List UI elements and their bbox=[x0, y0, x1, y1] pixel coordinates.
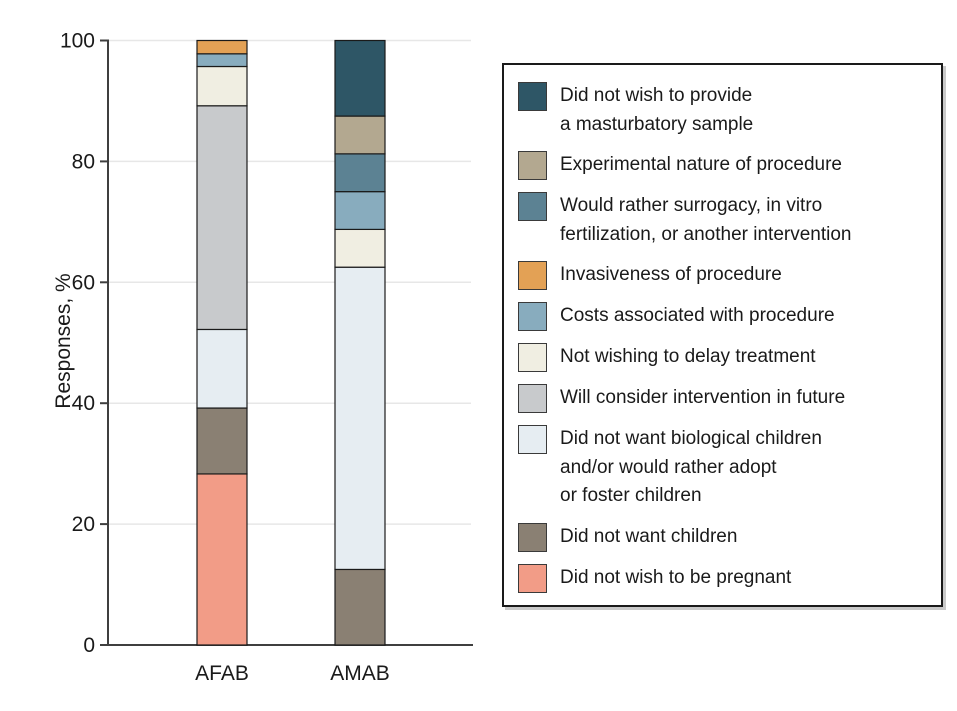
legend-label: Experimental nature of procedure bbox=[560, 154, 842, 175]
y-tick-label: 60 bbox=[72, 271, 95, 294]
legend-item: Would rather surrogacy, in vitro fertili… bbox=[518, 192, 929, 249]
legend-swatch bbox=[518, 384, 547, 413]
y-tick-label: 20 bbox=[72, 513, 95, 536]
bar-segment bbox=[196, 473, 248, 646]
y-tick-label: 80 bbox=[72, 150, 95, 173]
legend-swatch bbox=[518, 343, 547, 372]
legend-swatch bbox=[518, 522, 547, 552]
y-tick-label: 0 bbox=[83, 634, 95, 657]
bar-segment bbox=[334, 39, 386, 117]
legend-swatch bbox=[518, 82, 547, 111]
x-category-label: AMAB bbox=[330, 662, 390, 685]
legend-label: Will consider intervention in future bbox=[560, 387, 846, 408]
legend-label: Invasiveness of procedure bbox=[560, 264, 782, 285]
x-category-label: AFAB bbox=[195, 662, 249, 685]
legend-label: Did not want biological children and/or … bbox=[560, 428, 822, 506]
y-tick-label: 40 bbox=[72, 392, 95, 415]
bar-segment bbox=[334, 115, 386, 155]
legend-swatch bbox=[518, 151, 547, 180]
legend-item: Experimental nature of procedure bbox=[518, 151, 929, 180]
bar-segment bbox=[196, 105, 248, 331]
legend-swatch bbox=[518, 563, 547, 593]
bar-segment bbox=[334, 266, 386, 571]
bar-segment bbox=[196, 407, 248, 475]
legend-swatch bbox=[518, 425, 547, 454]
legend-item: Not wishing to delay treatment bbox=[518, 343, 929, 372]
legend-item: Did not wish to provide a masturbatory s… bbox=[518, 82, 929, 139]
legend-label: Not wishing to delay treatment bbox=[560, 346, 816, 367]
bar-segment bbox=[334, 191, 386, 231]
bar-segment bbox=[196, 53, 248, 68]
legend-item: Will consider intervention in future bbox=[518, 384, 929, 413]
legend-item: Did not want children bbox=[518, 522, 929, 552]
legend-label: Would rather surrogacy, in vitro fertili… bbox=[560, 195, 852, 245]
bar-segment bbox=[196, 65, 248, 107]
legend-item: Did not want biological children and/or … bbox=[518, 425, 929, 511]
legend-item: Invasiveness of procedure bbox=[518, 261, 929, 290]
legend-swatch bbox=[518, 192, 547, 221]
legend-item: Did not wish to be pregnant bbox=[518, 563, 929, 593]
legend-swatch bbox=[518, 261, 547, 290]
y-axis-title: Responses, % bbox=[52, 273, 75, 409]
legend-label: Did not wish to provide a masturbatory s… bbox=[560, 85, 754, 135]
legend-swatch bbox=[518, 302, 547, 331]
bar-segment bbox=[334, 568, 386, 646]
y-tick-label: 100 bbox=[60, 30, 95, 53]
bar-segment bbox=[334, 228, 386, 268]
legend-item: Costs associated with procedure bbox=[518, 302, 929, 331]
bar-segment bbox=[334, 153, 386, 193]
bar-segment bbox=[196, 39, 248, 55]
legend-label: Did not wish to be pregnant bbox=[560, 566, 792, 588]
legend-items: Did not wish to provide a masturbatory s… bbox=[518, 82, 929, 593]
legend: Did not wish to provide a masturbatory s… bbox=[502, 63, 943, 607]
legend-label: Costs associated with procedure bbox=[560, 305, 835, 326]
bar-segment bbox=[196, 328, 248, 409]
legend-label: Did not want children bbox=[560, 525, 738, 547]
